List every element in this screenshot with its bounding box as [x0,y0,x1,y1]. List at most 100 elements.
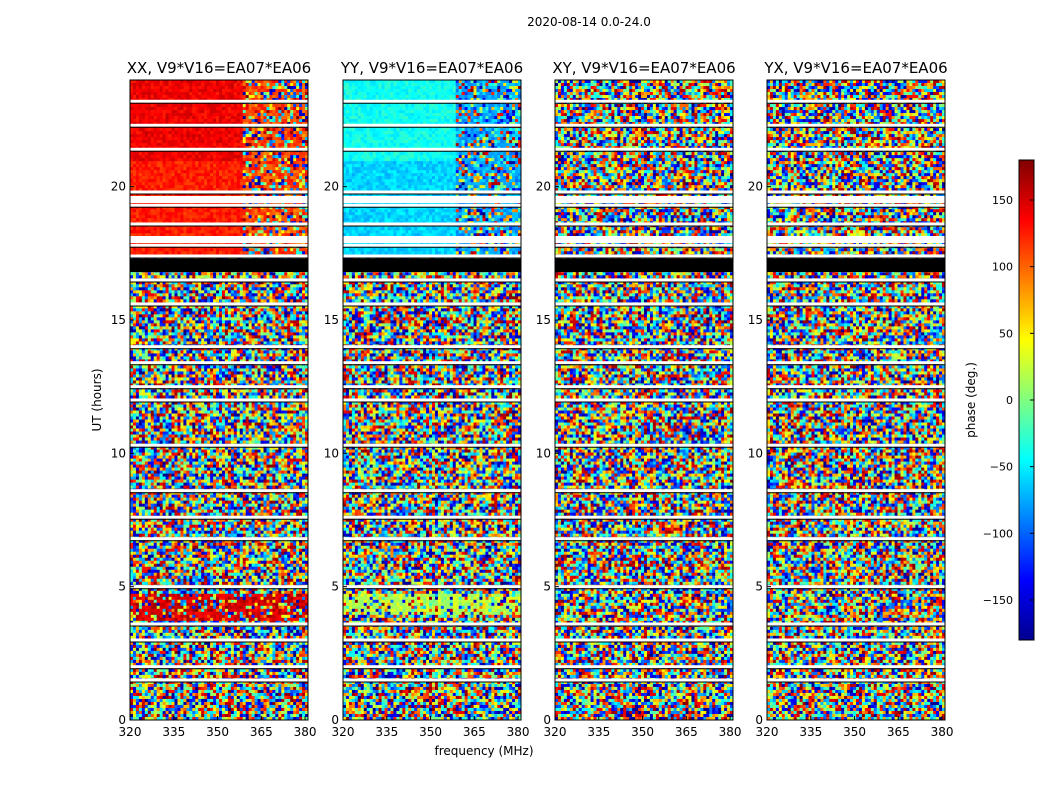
heatmap-cell [198,272,202,276]
heatmap-cell [135,251,140,255]
heatmap-cell [189,80,193,84]
heatmap-cell [204,113,208,117]
heatmap-cell [186,299,190,303]
heatmap-cell [257,176,261,180]
heatmap-cell [210,110,214,114]
heatmap-cell [168,230,172,234]
heatmap-cell [165,104,169,108]
heatmap-cell [174,251,178,255]
heatmap-cell [150,194,155,198]
heatmap-cell [198,110,202,114]
heatmap-cell [284,281,288,285]
heatmap-cell [195,179,199,183]
heatmap-cell [254,188,258,192]
heatmap-cell [144,227,149,231]
heatmap-cell [293,311,297,315]
heatmap-cell [210,107,214,111]
heatmap-cell [263,308,267,312]
heatmap-cell [195,308,199,312]
heatmap-cell [302,317,306,321]
heatmap-cell [141,209,146,213]
heatmap-cell [156,80,161,84]
heatmap-cell [221,176,226,180]
heatmap-cell [278,131,282,135]
heatmap-cell [138,107,143,111]
heatmap-cell [239,107,244,111]
heatmap-cell [272,143,276,147]
heatmap-cell [159,137,164,141]
heatmap-cell [159,80,164,84]
heatmap-cell [135,290,140,294]
heatmap-cell [287,194,291,198]
heatmap-cell [132,227,137,231]
heatmap-cell [135,179,140,183]
heatmap-cell [216,137,220,141]
heatmap-cell [135,326,140,330]
heatmap-cell [227,248,232,252]
heatmap-cell [251,92,255,96]
heatmap-cell [242,281,247,285]
heatmap-cell [204,161,208,165]
heatmap-cell [130,116,134,120]
heatmap-cell [251,179,255,183]
heatmap-cell [210,119,214,123]
heatmap-cell [269,272,273,276]
heatmap-cell [144,290,149,294]
heatmap-cell [236,293,241,297]
heatmap-cell [186,143,190,147]
heatmap-cell [168,281,172,285]
heatmap-cell [141,80,146,84]
heatmap-cell [174,170,178,174]
heatmap-cell [296,164,300,168]
heatmap-cell [210,227,214,231]
heatmap-cell [245,323,250,327]
heatmap-cell [171,251,175,255]
heatmap-cell [195,119,199,123]
heatmap-cell [147,182,152,186]
heatmap-cell [183,233,187,237]
heatmap-cell [287,305,291,309]
heatmap-cell [150,233,155,237]
heatmap-cell [275,230,279,234]
heatmap-cell [257,173,261,177]
heatmap-cell [266,95,270,99]
heatmap-cell [266,128,270,132]
heatmap-cell [302,218,306,222]
heatmap-cell [183,314,187,318]
heatmap-cell [269,152,273,156]
heatmap-cell [227,110,232,114]
heatmap-cell [171,155,175,159]
heatmap-cell [281,323,285,327]
heatmap-cell [275,308,279,312]
heatmap-cell [159,161,164,165]
heatmap-cell [150,320,155,324]
heatmap-cell [150,308,155,312]
heatmap-cell [165,317,169,321]
heatmap-cell [213,326,217,330]
heatmap-cell [192,176,196,180]
heatmap-cell [135,83,140,87]
heatmap-cell [296,86,300,90]
heatmap-cell [293,80,297,84]
heatmap-cell [254,98,258,102]
heatmap-cell [299,305,303,309]
heatmap-cell [213,296,217,300]
heatmap-cell [224,185,229,189]
heatmap-cell [239,137,244,141]
heatmap-cell [189,296,193,300]
heatmap-cell [260,164,264,168]
heatmap-cell [165,131,169,135]
heatmap-cell [174,317,178,321]
heatmap-cell [242,182,247,186]
heatmap-cell [162,317,166,321]
heatmap-cell [293,116,297,120]
heatmap-cell [242,185,247,189]
heatmap-cell [248,128,253,132]
heatmap-cell [159,113,164,117]
heatmap-cell [242,116,247,120]
heatmap-cell [302,86,306,90]
heatmap-cell [135,86,140,90]
heatmap-cell [171,86,175,90]
heatmap-cell [141,83,146,87]
heatmap-cell [216,95,220,99]
